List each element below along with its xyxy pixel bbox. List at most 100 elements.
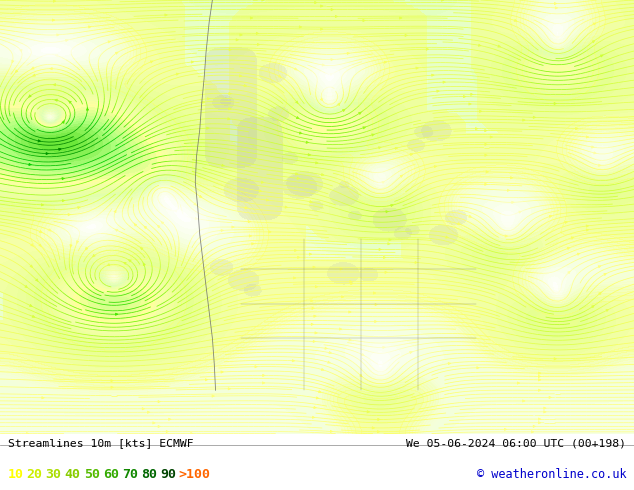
FancyArrowPatch shape — [318, 391, 321, 393]
FancyArrowPatch shape — [598, 164, 601, 167]
FancyArrowPatch shape — [297, 256, 300, 259]
FancyArrowPatch shape — [232, 226, 234, 228]
FancyArrowPatch shape — [505, 235, 507, 237]
FancyArrowPatch shape — [519, 211, 521, 213]
FancyArrowPatch shape — [443, 81, 445, 83]
FancyArrowPatch shape — [229, 49, 231, 51]
Text: >100: >100 — [179, 468, 210, 481]
Text: 30: 30 — [46, 468, 61, 481]
FancyArrowPatch shape — [606, 310, 609, 312]
FancyArrowPatch shape — [30, 265, 32, 268]
FancyArrowPatch shape — [145, 226, 146, 229]
FancyArrowPatch shape — [108, 41, 110, 43]
FancyArrowPatch shape — [12, 60, 14, 63]
FancyArrowPatch shape — [262, 0, 264, 1]
Text: 70: 70 — [122, 468, 138, 481]
FancyArrowPatch shape — [166, 430, 169, 433]
FancyArrowPatch shape — [30, 244, 33, 246]
FancyArrowPatch shape — [294, 277, 295, 279]
FancyArrowPatch shape — [20, 49, 22, 52]
FancyArrowPatch shape — [331, 58, 333, 61]
FancyArrowPatch shape — [567, 271, 570, 274]
FancyArrowPatch shape — [538, 375, 541, 378]
FancyArrowPatch shape — [124, 262, 126, 265]
FancyArrowPatch shape — [115, 229, 118, 231]
FancyArrowPatch shape — [299, 26, 302, 28]
FancyArrowPatch shape — [577, 253, 579, 255]
FancyArrowPatch shape — [458, 222, 460, 225]
FancyArrowPatch shape — [522, 400, 525, 402]
FancyArrowPatch shape — [441, 0, 444, 1]
Text: 80: 80 — [141, 468, 157, 481]
FancyArrowPatch shape — [507, 189, 510, 192]
FancyArrowPatch shape — [505, 428, 507, 431]
FancyArrowPatch shape — [322, 64, 325, 66]
FancyArrowPatch shape — [415, 261, 417, 264]
FancyArrowPatch shape — [65, 39, 68, 42]
FancyArrowPatch shape — [470, 93, 473, 96]
FancyArrowPatch shape — [410, 153, 413, 155]
FancyArrowPatch shape — [320, 98, 323, 100]
FancyArrowPatch shape — [538, 389, 541, 392]
FancyArrowPatch shape — [351, 282, 353, 285]
FancyArrowPatch shape — [498, 45, 500, 47]
FancyArrowPatch shape — [257, 43, 260, 46]
FancyArrowPatch shape — [479, 44, 481, 47]
FancyArrowPatch shape — [330, 74, 332, 75]
FancyArrowPatch shape — [342, 296, 344, 298]
FancyArrowPatch shape — [53, 84, 56, 86]
FancyArrowPatch shape — [576, 127, 578, 130]
FancyArrowPatch shape — [361, 353, 364, 356]
FancyArrowPatch shape — [32, 67, 34, 69]
FancyArrowPatch shape — [328, 361, 330, 363]
FancyArrowPatch shape — [245, 207, 247, 209]
FancyArrowPatch shape — [195, 218, 198, 220]
FancyArrowPatch shape — [571, 237, 574, 239]
FancyArrowPatch shape — [378, 147, 381, 149]
FancyArrowPatch shape — [448, 363, 451, 365]
FancyArrowPatch shape — [228, 118, 230, 120]
FancyArrowPatch shape — [340, 268, 342, 270]
FancyArrowPatch shape — [405, 34, 407, 37]
FancyArrowPatch shape — [228, 388, 230, 390]
FancyArrowPatch shape — [359, 374, 362, 376]
FancyArrowPatch shape — [58, 148, 61, 150]
FancyArrowPatch shape — [53, 0, 56, 2]
FancyArrowPatch shape — [538, 372, 541, 374]
FancyArrowPatch shape — [309, 253, 311, 255]
FancyArrowPatch shape — [111, 386, 113, 389]
FancyArrowPatch shape — [592, 146, 594, 148]
FancyArrowPatch shape — [29, 95, 31, 97]
Text: 50: 50 — [84, 468, 100, 481]
FancyArrowPatch shape — [554, 2, 557, 4]
FancyArrowPatch shape — [299, 132, 302, 134]
FancyArrowPatch shape — [349, 311, 351, 313]
FancyArrowPatch shape — [549, 396, 551, 398]
FancyArrowPatch shape — [375, 320, 377, 322]
FancyArrowPatch shape — [416, 67, 418, 69]
FancyArrowPatch shape — [30, 304, 32, 306]
FancyArrowPatch shape — [244, 269, 247, 271]
FancyArrowPatch shape — [202, 101, 205, 103]
FancyArrowPatch shape — [477, 367, 479, 369]
FancyArrowPatch shape — [349, 339, 351, 341]
FancyArrowPatch shape — [315, 332, 317, 334]
Text: 60: 60 — [103, 468, 119, 481]
FancyArrowPatch shape — [55, 54, 58, 57]
FancyArrowPatch shape — [252, 243, 254, 245]
FancyArrowPatch shape — [25, 285, 27, 288]
FancyArrowPatch shape — [311, 300, 313, 302]
Text: 20: 20 — [27, 468, 42, 481]
FancyArrowPatch shape — [485, 129, 487, 132]
FancyArrowPatch shape — [306, 141, 309, 144]
FancyArrowPatch shape — [375, 303, 377, 306]
FancyArrowPatch shape — [604, 273, 606, 275]
FancyArrowPatch shape — [261, 181, 264, 183]
FancyArrowPatch shape — [269, 231, 271, 233]
FancyArrowPatch shape — [386, 211, 388, 213]
FancyArrowPatch shape — [437, 90, 439, 92]
FancyArrowPatch shape — [372, 427, 375, 429]
FancyArrowPatch shape — [229, 93, 231, 95]
FancyArrowPatch shape — [321, 368, 324, 370]
FancyArrowPatch shape — [469, 215, 471, 217]
